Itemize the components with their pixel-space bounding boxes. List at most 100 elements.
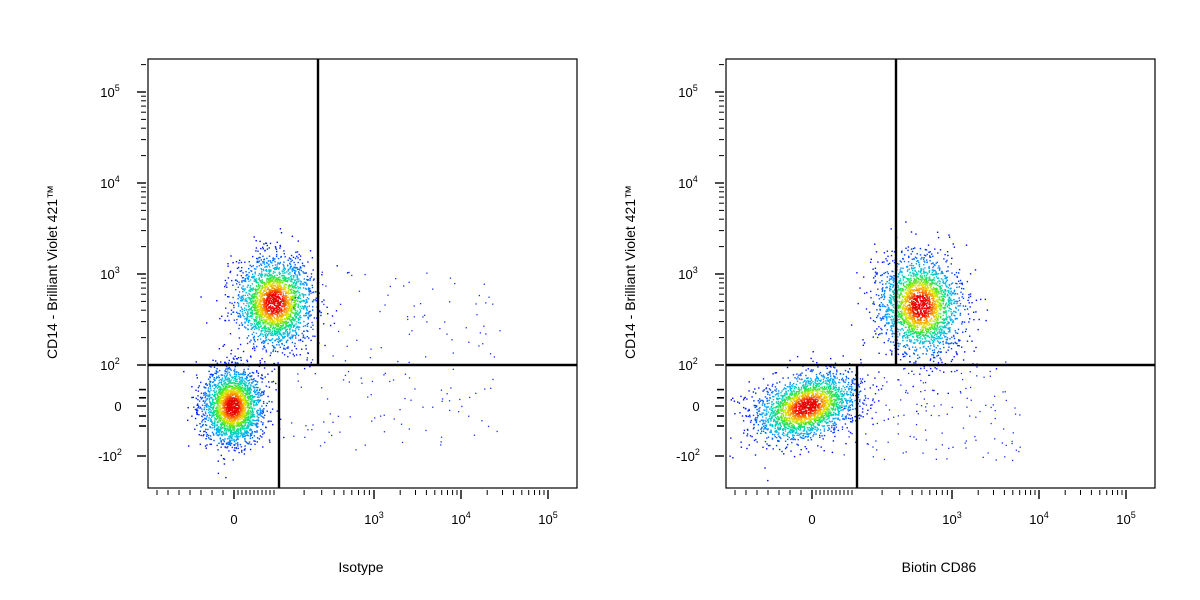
event-dot (267, 313, 269, 315)
event-dot (268, 439, 271, 441)
event-dot (258, 329, 260, 331)
event-dot (251, 315, 254, 317)
event-dot (271, 370, 273, 373)
event-dot (229, 399, 231, 401)
event-dot (263, 258, 266, 260)
event-dot (253, 405, 255, 407)
event-dot (247, 403, 250, 405)
event-dot (270, 420, 272, 422)
event-dot (200, 398, 202, 400)
event-dot (215, 377, 217, 380)
event-dot (246, 316, 249, 318)
event-dot (324, 344, 326, 347)
event-dot (307, 429, 309, 431)
event-dot (221, 435, 223, 437)
event-dot (229, 424, 231, 426)
event-dot (244, 448, 246, 450)
event-dot (271, 338, 274, 340)
event-dot (286, 331, 288, 334)
event-dot (244, 299, 246, 301)
event-dot (248, 261, 250, 263)
event-dot (212, 410, 215, 412)
event-dot (232, 433, 235, 435)
event-dot (228, 425, 230, 428)
event-dot (249, 410, 251, 412)
event-dot (216, 368, 218, 370)
event-dot (270, 302, 272, 304)
event-dot (240, 300, 242, 302)
event-dot (315, 297, 317, 299)
event-dot (229, 381, 231, 383)
event-dot (217, 383, 220, 385)
event-dot (246, 419, 249, 421)
event-dot (263, 417, 265, 419)
event-dot (229, 408, 231, 411)
event-dot (283, 314, 286, 316)
event-dot (275, 299, 277, 301)
event-dot (264, 304, 266, 307)
event-dot (275, 247, 277, 249)
event-dot (292, 278, 294, 280)
event-dot (194, 408, 197, 411)
event-dot (297, 306, 299, 308)
event-dot (274, 350, 277, 352)
event-dot (196, 408, 198, 410)
event-dot (277, 300, 279, 302)
event-dot (254, 440, 256, 442)
event-dot (244, 318, 246, 320)
event-dot (247, 442, 249, 445)
event-dot (285, 325, 287, 327)
event-dot (259, 399, 261, 401)
event-dot (210, 443, 213, 445)
event-dot (227, 277, 230, 279)
event-dot (222, 419, 224, 421)
event-dot (214, 393, 216, 395)
event-dot (245, 275, 247, 277)
event-dot (257, 258, 259, 260)
event-dot (276, 321, 279, 323)
event-dot (275, 294, 277, 296)
event-dot (449, 277, 452, 279)
event-dot (205, 404, 207, 406)
event-dot (232, 410, 234, 412)
event-dot (229, 421, 232, 424)
event-dot (283, 308, 285, 311)
event-dot (220, 412, 222, 415)
event-dot (214, 417, 216, 419)
event-dot (288, 337, 291, 339)
event-dot (275, 298, 277, 300)
event-dot (283, 284, 286, 286)
event-dot (224, 424, 226, 426)
event-dot (231, 417, 233, 419)
event-dot (226, 406, 229, 409)
event-dot (226, 374, 228, 376)
event-dot (255, 404, 257, 406)
event-dot (252, 299, 254, 302)
event-dot (264, 346, 266, 349)
event-dot (246, 389, 249, 391)
event-dot (239, 412, 242, 414)
event-dot (205, 412, 207, 415)
event-dot (219, 417, 222, 419)
event-dot (227, 428, 229, 431)
event-dot (278, 307, 281, 310)
event-dot (261, 394, 263, 396)
event-dot (240, 380, 243, 382)
event-dot (295, 291, 298, 293)
event-dot (199, 443, 201, 445)
event-dot (229, 419, 231, 421)
event-dot (294, 320, 296, 322)
event-dot (261, 279, 263, 281)
event-dot (219, 433, 221, 435)
event-dot (236, 397, 239, 400)
event-dot (203, 386, 205, 388)
event-dot (224, 432, 226, 435)
event-dot (272, 320, 274, 323)
event-dot (321, 301, 323, 303)
event-dot (283, 305, 285, 307)
event-dot (282, 322, 285, 324)
event-dot (250, 265, 253, 268)
event-dot (234, 397, 236, 400)
event-dot (255, 306, 257, 309)
event-dot (228, 401, 230, 403)
